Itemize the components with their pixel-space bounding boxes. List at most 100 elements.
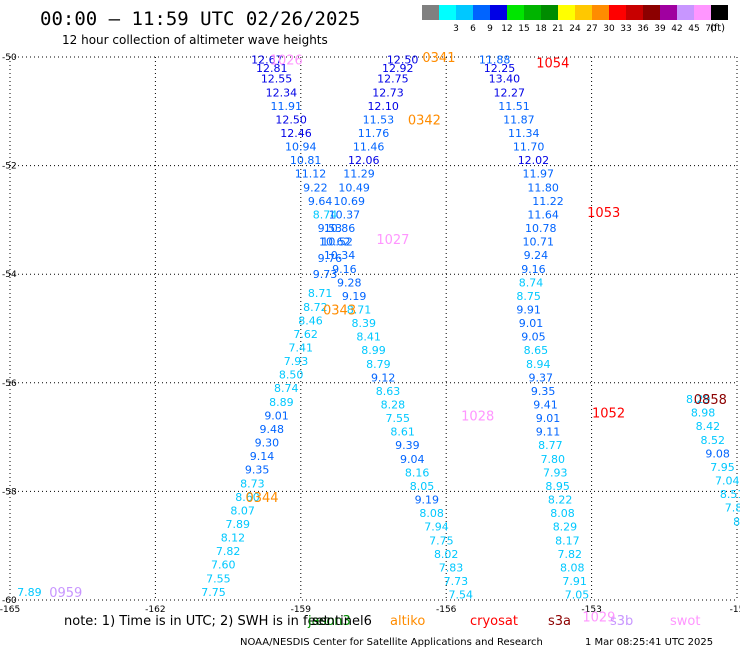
wave-height-label: 12.25 (484, 62, 516, 75)
wave-height-label: 11.76 (358, 127, 390, 140)
legend-tick-label: 3 (453, 24, 459, 34)
legend-tick-label: 36 (637, 24, 649, 34)
wave-height-label: 12.46 (280, 127, 312, 140)
wave-height-label: 9.12 (371, 371, 396, 384)
wave-height-label: 9.08 (705, 447, 730, 460)
legend-tick-label: 39 (654, 24, 666, 34)
pass-time-labels: 1026 0341 1054 0342 1027 1053 0343 1028 1052 0858… (49, 51, 727, 625)
wave-height-label: 11.53 (363, 113, 395, 126)
legend-swatch (711, 5, 728, 20)
wave-height-label: 8.94 (526, 358, 551, 371)
wave-height-label: 11.64 (527, 208, 559, 221)
wave-height-label: 12.50 (387, 54, 419, 67)
wave-height-label: 8.89 (269, 396, 294, 409)
wave-height-label: 9.30 (255, 437, 280, 450)
wave-height-label: 12.67 (251, 54, 283, 67)
pass-time-annotation: 1053 (587, 206, 620, 221)
wave-height-label: 8.72 (303, 301, 328, 314)
satellite-name: jason3 (307, 614, 351, 629)
wave-height-label: 8.60 (235, 491, 260, 504)
wave-height-label: 9.73 (313, 268, 338, 281)
wave-height-label: 10.62 (319, 236, 351, 249)
wave-height-label: 10.69 (334, 195, 366, 208)
chart-subtitle: 12 hour collection of altimeter wave hei… (62, 33, 328, 47)
wave-height-label: 11.80 (527, 181, 559, 194)
legend-swatch (473, 5, 490, 20)
wave-height-label: 8.98 (691, 407, 716, 420)
satellite-name: cryosat (470, 614, 518, 629)
satellite-name: sentinel6 (312, 614, 372, 629)
wave-height-label: 9.35 (531, 385, 556, 398)
footer-timestamp: 1 Mar 08:25:41 UTC 2025 (585, 637, 713, 648)
legend-unit-label: (ft) (710, 23, 725, 34)
wave-height-label: 8.74 (519, 276, 544, 289)
legend-tick-label: 30 (603, 24, 615, 34)
pass-time-annotation: 1054 (536, 56, 569, 71)
wave-height-label: 7.62 (293, 328, 318, 341)
legend-swatch (558, 5, 575, 20)
wave-height-label: 11.22 (532, 195, 564, 208)
wave-height-label: 7.80 (541, 453, 566, 466)
wave-height-label: 9.19 (342, 290, 367, 303)
wave-height-label: 8.74 (274, 382, 299, 395)
wave-height-label: 7.83 (439, 561, 464, 574)
wave-height-label: 9.14 (250, 450, 275, 463)
wave-height-label: 12.75 (377, 73, 409, 86)
wave-height-label: 10.81 (290, 154, 322, 167)
legend-swatch (677, 5, 694, 20)
wave-height-label: 8.75 (516, 290, 541, 303)
wave-height-label: 8.08 (419, 507, 444, 520)
wave-height-label: 8.74 (313, 208, 338, 221)
wave-height-label: 8.16 (405, 466, 430, 479)
y-tick-label: -58 (2, 487, 17, 497)
wave-height-label: 9.01 (536, 412, 561, 425)
y-tick-label: -54 (2, 270, 17, 280)
wave-height-label: 8.61 (390, 426, 415, 439)
wave-height-label: 12.81 (256, 62, 288, 75)
wave-height-label: 8.02 (434, 548, 459, 561)
wave-height-label: 8.73 (240, 477, 265, 490)
wave-height-label: 10.52 (321, 236, 353, 249)
wave-height-label: 8.71 (308, 287, 333, 300)
wave-height-label: 12.27 (493, 86, 525, 99)
wave-height-label: 7.04 (715, 475, 740, 488)
wave-height-label: 7.93 (543, 466, 568, 479)
wave-height-label: 9.28 (337, 276, 362, 289)
legend-swatch (609, 5, 626, 20)
legend-tick-label: 6 (470, 24, 476, 34)
wave-height-label: 8.17 (555, 534, 580, 547)
wave-height-label: 9.64 (308, 195, 333, 208)
wave-height-label: 10.94 (285, 141, 317, 154)
wave-height-label: 10.71 (523, 236, 555, 249)
footer-note: note: 1) Time is in UTC; 2) SWH is in fe… (64, 614, 329, 629)
wave-height-label: 8.41 (356, 331, 381, 344)
wave-height-label: 11.12 (295, 168, 327, 181)
legend-swatch (456, 5, 473, 20)
pass-time-annotation: 0343 (323, 303, 356, 318)
wave-height-label: 11.34 (508, 127, 540, 140)
axis-ticks: -165 -162 -159 -156 -153 -15 -50 -52 -54 -56 -58 -6… (0, 53, 740, 615)
legend-swatch (422, 5, 439, 20)
wave-height-label: 11.46 (353, 141, 385, 154)
wave-height-label: 8.50 (279, 369, 304, 382)
wave-height-label: 7.73 (444, 575, 469, 588)
wave-height-label: 12.55 (261, 73, 293, 86)
x-tick-label: -159 (291, 605, 312, 615)
wave-height-label: 8.29 (686, 393, 711, 406)
wave-height-label: 7.82 (216, 545, 241, 558)
x-tick-label: -15 (730, 605, 740, 615)
wave-height-label: 12.10 (367, 100, 399, 113)
legend-tick-label: 21 (552, 24, 563, 34)
wave-height-label: 11.91 (271, 100, 303, 113)
wave-height-label: 13.40 (489, 73, 521, 86)
wave-height-label: 8.63 (376, 385, 401, 398)
legend-swatch (541, 5, 558, 20)
legend-swatch (490, 5, 507, 20)
wave-height-label: 10.78 (525, 222, 557, 235)
wave-height-label: 9.19 (415, 494, 440, 507)
wave-height-label: 9.16 (521, 263, 546, 276)
wave-height-label: 8.07 (230, 504, 255, 517)
wave-height-label: 7.75 (201, 586, 226, 599)
